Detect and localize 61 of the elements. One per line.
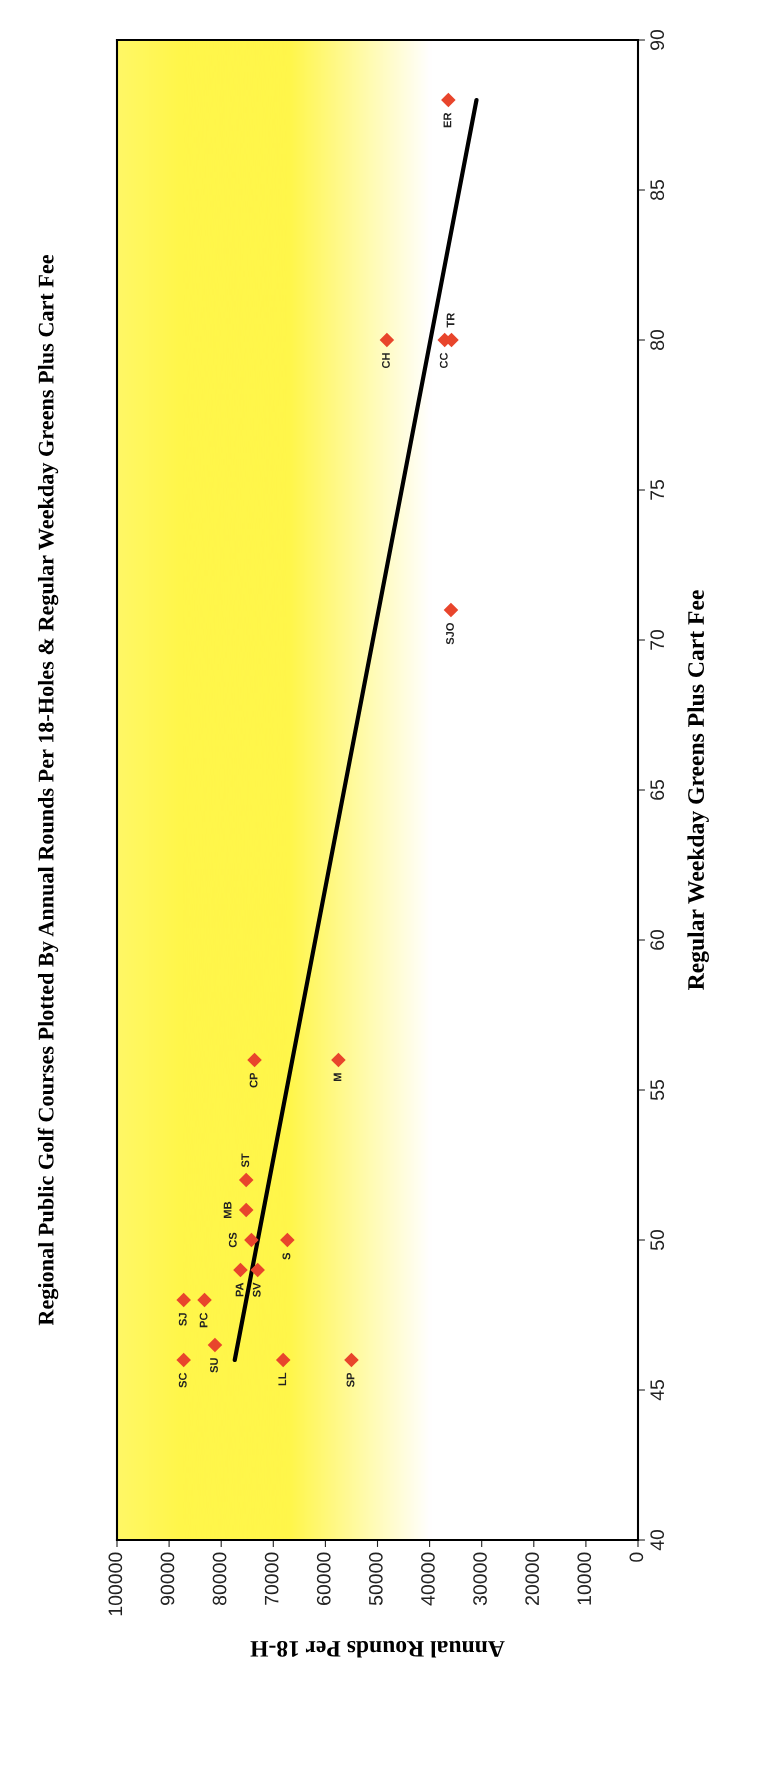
point [197,1292,212,1308]
annotation: PA [235,1282,244,1297]
point [379,332,395,348]
point [344,1352,359,1368]
y-tick-label: 50 [650,1229,665,1251]
point [176,1352,191,1368]
x-tick-label: 100000 [108,1552,123,1616]
x-tick-label: 10000 [577,1552,592,1605]
annotation: ST [241,1153,250,1168]
point [331,1052,346,1068]
text: Regional Public Golf Courses Plotted By Annual Rounds Per 18-Holes & Regular Weekday Greens Plus Cart Fee [37,254,59,1326]
y-tick-label: 60 [650,929,665,950]
annotation: SU [210,1358,218,1373]
annotation: M [333,1073,342,1082]
annotation: CC [439,352,448,369]
annotation: CP [249,1072,258,1088]
annotation: SP [346,1372,355,1387]
point [238,1202,254,1218]
annotation: PC [199,1312,208,1328]
annotation: SC [178,1372,187,1388]
y-tick-label: 75 [650,480,665,500]
point [238,1172,254,1188]
point [275,1352,291,1368]
point [280,1232,295,1248]
y-tick-label: 65 [650,780,665,800]
y-tick-label: 90 [650,29,665,50]
point [233,1262,248,1278]
x-tick-label: 90000 [160,1552,175,1605]
annotation: MB [223,1201,232,1218]
y-axis-title: Regular Weekday Greens Plus Cart Fee [687,590,709,990]
point [207,1337,223,1353]
y-tick-label: 40 [650,1529,665,1551]
x-tick-label: 50000 [368,1552,383,1606]
y-tick-label: 70 [650,629,665,650]
y-tick-label: 85 [650,180,665,200]
annotation: LL [278,1372,287,1386]
point [244,1232,259,1248]
annotation: SJ [178,1313,187,1326]
point [176,1292,191,1308]
annotation: S [282,1252,291,1260]
point [441,92,456,108]
point [247,1052,262,1068]
x-tick-label: 80000 [212,1552,227,1606]
y-tick-label: 55 [650,1080,665,1101]
x-tick-label: 20000 [525,1552,540,1605]
point [443,602,459,618]
x-tick-label: 60000 [316,1552,331,1605]
x-tick-label: 0 [629,1552,644,1562]
y-tick-label: 45 [650,1380,665,1401]
annotation: CH [381,353,390,369]
annotation: TR [446,312,455,328]
annotation: CS [228,1232,237,1248]
x-tick-label: 30000 [473,1552,487,1606]
x-tick-label: 70000 [264,1552,279,1605]
annotation: SV [252,1282,261,1297]
annotation: SJO [446,622,454,645]
annotation: ER [443,112,452,128]
x-axis-title: Annual Rounds Per 18-H [250,1640,505,1658]
point [250,1262,265,1278]
x-tick-label: 40000 [421,1552,435,1606]
y-tick-label: 80 [650,329,665,350]
